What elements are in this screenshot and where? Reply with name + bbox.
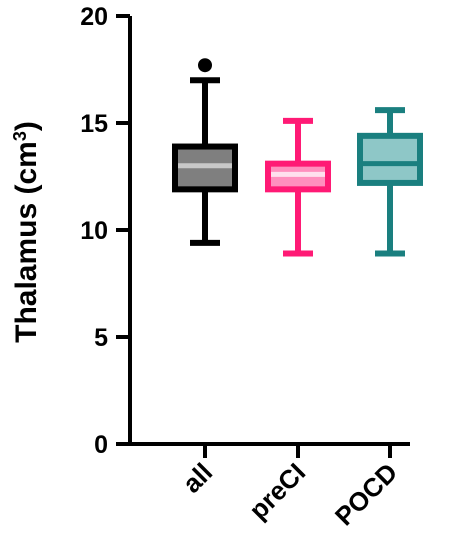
iqr-box xyxy=(357,132,423,186)
y-axis-title-close: ) xyxy=(10,121,43,131)
y-tick-label: 20 xyxy=(80,3,108,31)
boxes xyxy=(172,58,423,257)
x-ticks: all preCI POCD xyxy=(177,444,403,531)
y-ticks: 0 5 10 15 20 xyxy=(80,3,130,459)
box-preCI xyxy=(265,117,331,257)
x-category-label: all xyxy=(177,457,219,499)
y-axis-title-sup: 3 xyxy=(10,131,30,141)
y-tick-label: 10 xyxy=(80,217,108,245)
outlier-point xyxy=(198,58,212,73)
y-axis-title-main: Thalamus (cm xyxy=(10,141,43,343)
y-tick-label: 5 xyxy=(94,324,108,352)
y-tick-label: 0 xyxy=(94,431,108,459)
box-POCD xyxy=(357,107,423,257)
x-category-label: preCI xyxy=(243,457,311,525)
y-tick-label: 15 xyxy=(80,110,108,138)
y-axis-title: Thalamus (cm3) xyxy=(10,121,43,343)
x-category-label: POCD xyxy=(329,457,403,531)
box-all xyxy=(172,58,238,246)
